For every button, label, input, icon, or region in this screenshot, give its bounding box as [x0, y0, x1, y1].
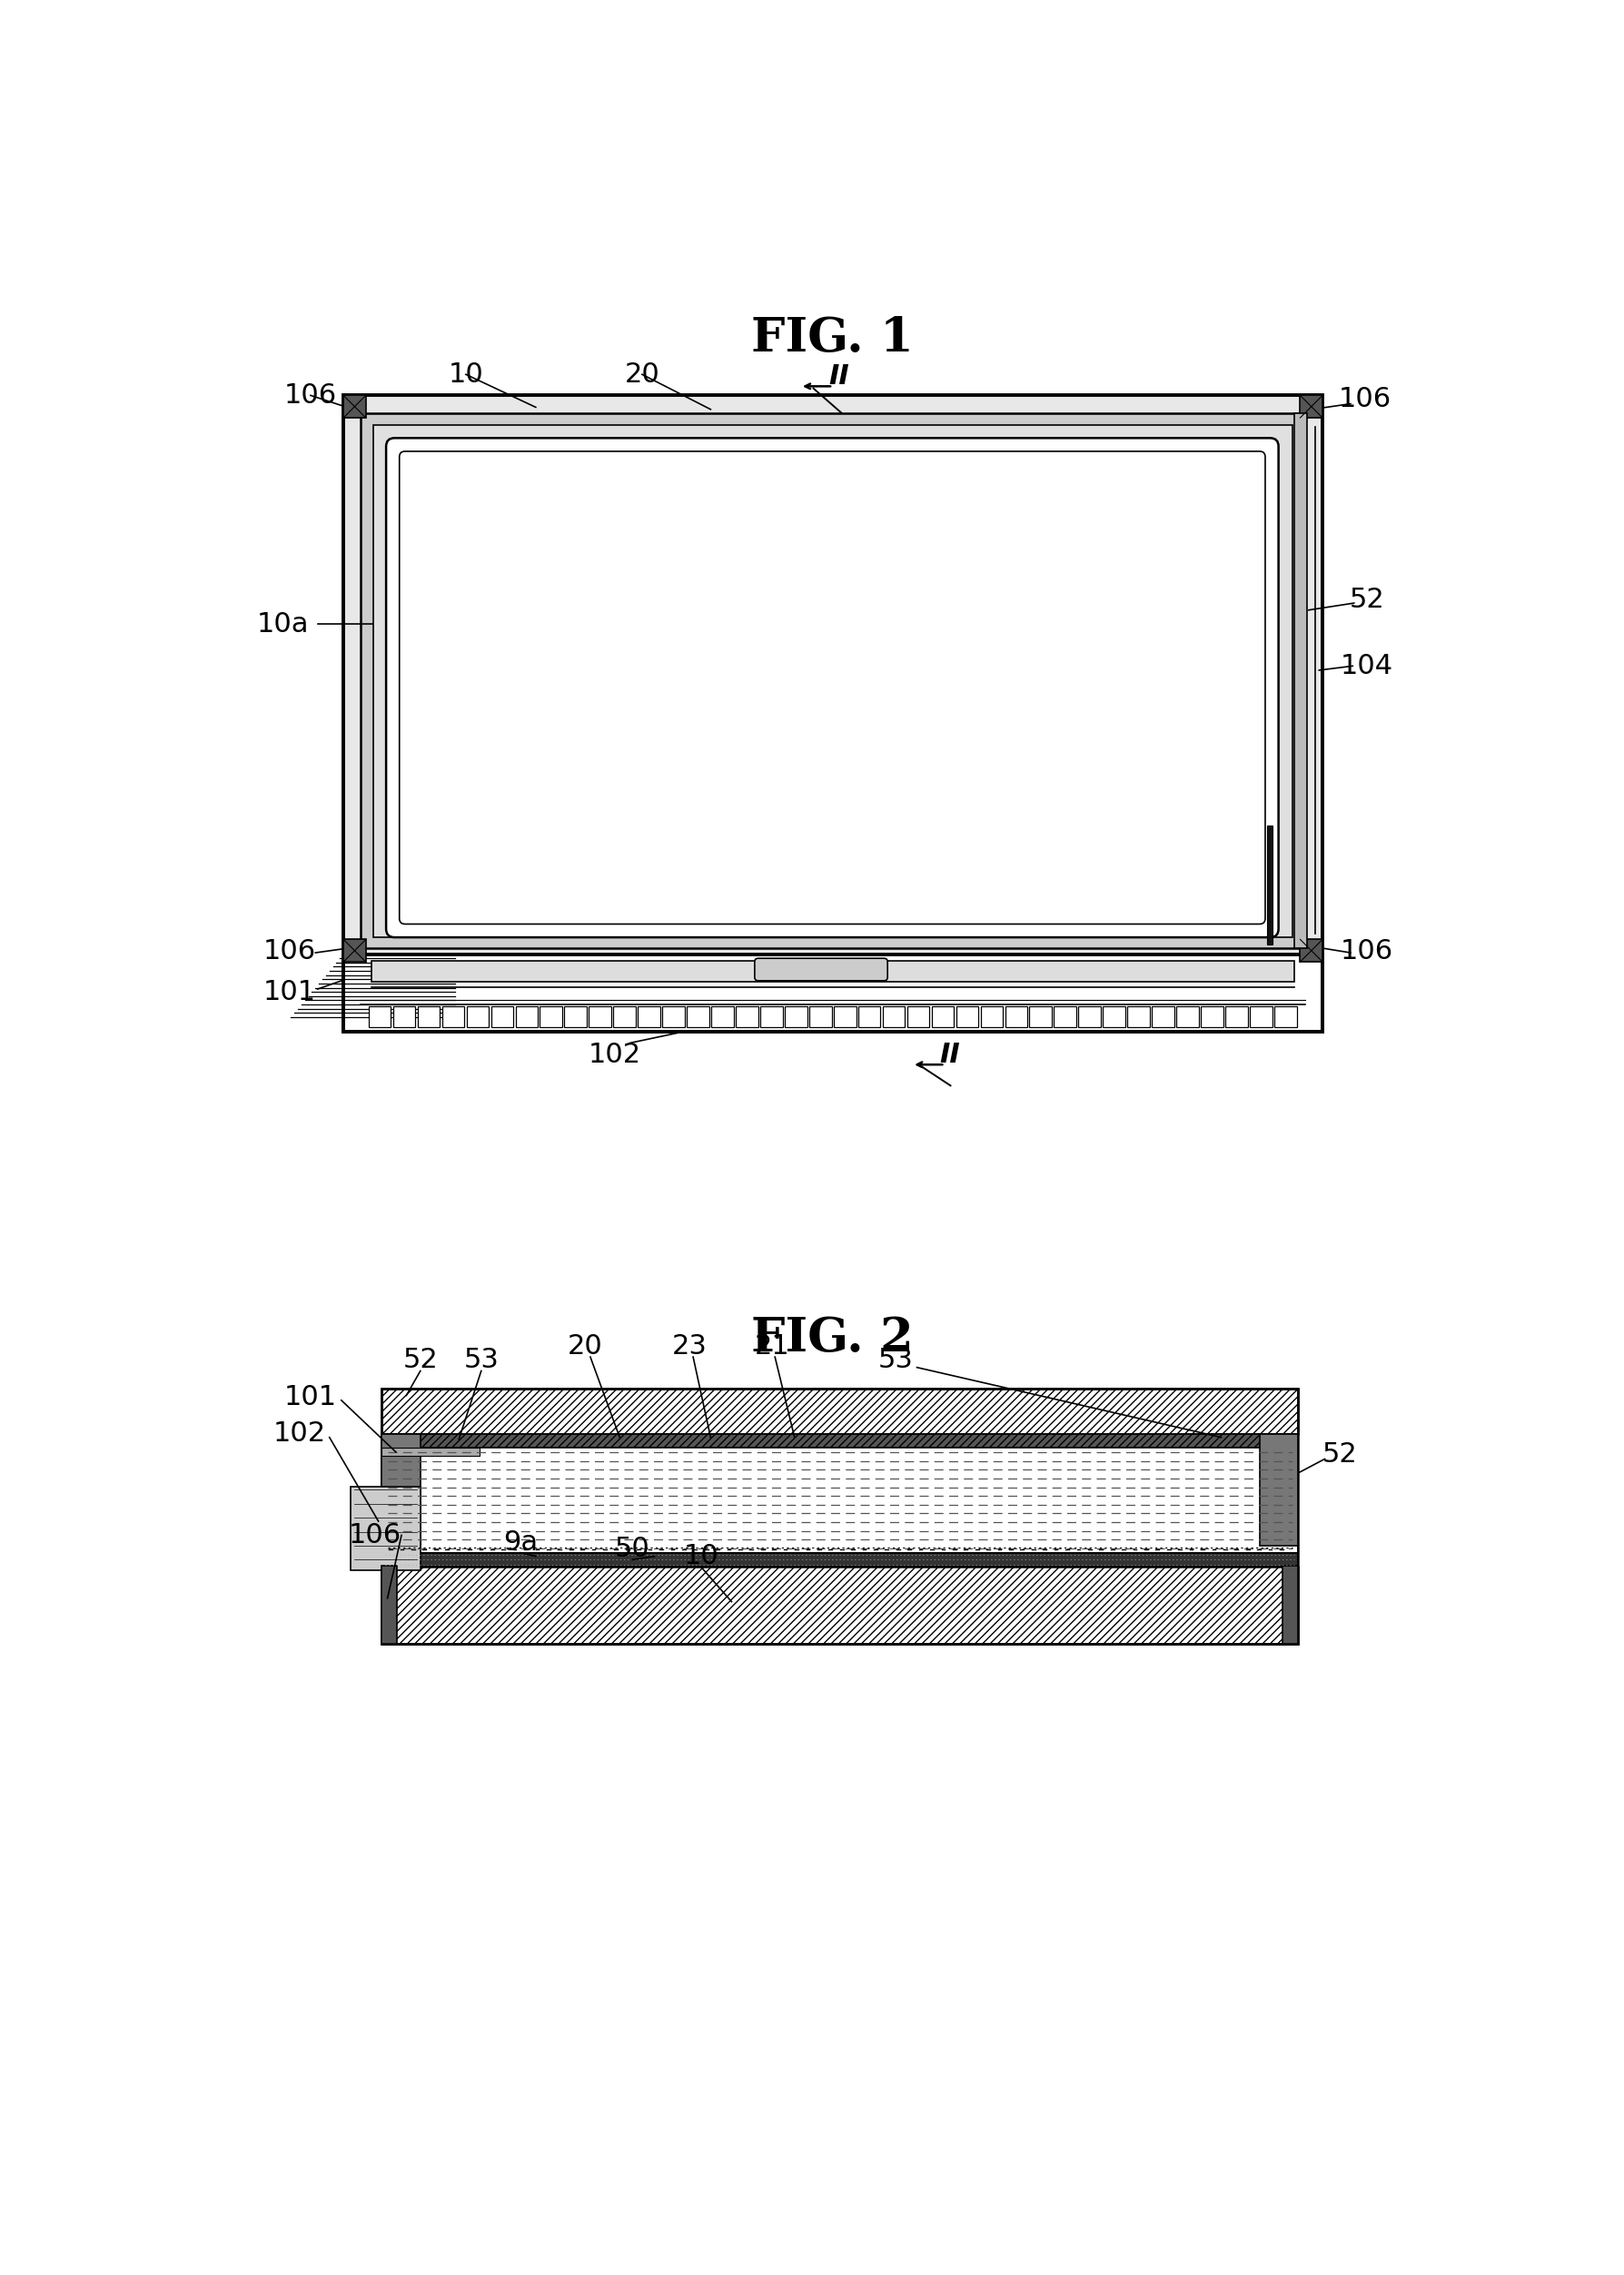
Text: 104: 104	[1340, 653, 1393, 680]
Bar	[1200, 1006, 1223, 1026]
Bar	[687, 1006, 710, 1026]
Bar	[372, 960, 1294, 981]
Text: FIG. 2: FIG. 2	[752, 1315, 913, 1360]
Text: 10: 10	[448, 362, 484, 387]
Text: 21: 21	[755, 1333, 789, 1360]
Bar	[1301, 396, 1322, 419]
Bar	[382, 1447, 479, 1456]
Text: 23: 23	[672, 1333, 708, 1360]
Text: 106: 106	[1340, 937, 1393, 965]
Bar	[1250, 1006, 1272, 1026]
Bar	[957, 1006, 979, 1026]
Bar	[590, 1006, 611, 1026]
Bar	[932, 1006, 953, 1026]
Bar	[442, 1006, 464, 1026]
Bar	[1103, 1006, 1125, 1026]
Bar	[809, 1006, 831, 1026]
Bar	[760, 1006, 783, 1026]
Bar	[343, 396, 1322, 1033]
Bar	[638, 1006, 661, 1026]
Polygon shape	[382, 1433, 421, 1545]
Text: 52: 52	[1322, 1442, 1358, 1467]
Bar	[1030, 1006, 1052, 1026]
FancyBboxPatch shape	[387, 439, 1278, 937]
Polygon shape	[382, 1388, 1298, 1433]
Text: 102: 102	[273, 1420, 326, 1447]
Text: 10a: 10a	[257, 612, 309, 637]
Bar	[539, 1006, 562, 1026]
Text: 101: 101	[284, 1383, 336, 1410]
Bar	[1078, 1006, 1101, 1026]
Bar	[1127, 1006, 1150, 1026]
Text: 52: 52	[403, 1347, 438, 1374]
Bar	[1301, 940, 1322, 962]
Bar	[1176, 1006, 1199, 1026]
FancyBboxPatch shape	[755, 958, 888, 981]
Bar	[883, 1006, 905, 1026]
Text: 106: 106	[349, 1522, 401, 1549]
Polygon shape	[382, 1447, 1298, 1554]
Bar	[351, 1486, 421, 1570]
Bar	[343, 396, 365, 419]
Bar	[1005, 1006, 1028, 1026]
Text: 20: 20	[625, 362, 659, 387]
Bar	[1267, 826, 1273, 944]
Text: 52: 52	[1350, 587, 1384, 614]
Text: II: II	[828, 364, 849, 389]
Bar	[857, 1006, 880, 1026]
Bar	[1283, 1565, 1298, 1643]
Bar	[1226, 1006, 1247, 1026]
Bar	[565, 1006, 586, 1026]
Bar	[393, 1006, 416, 1026]
Bar	[361, 412, 1306, 949]
Bar	[343, 940, 365, 962]
Bar	[614, 1006, 635, 1026]
Bar	[515, 1006, 538, 1026]
Bar	[784, 1006, 807, 1026]
Bar	[1294, 412, 1307, 949]
Bar	[1275, 1006, 1296, 1026]
Bar	[736, 1006, 758, 1026]
Text: 53: 53	[778, 735, 814, 762]
Bar	[490, 1006, 513, 1026]
Text: 106: 106	[284, 382, 336, 410]
Text: 10: 10	[684, 1542, 718, 1570]
Text: 106: 106	[1338, 387, 1390, 412]
Text: 9a: 9a	[503, 1529, 538, 1556]
Bar	[981, 1006, 1004, 1026]
Bar	[711, 1006, 734, 1026]
Text: FIG. 1: FIG. 1	[752, 314, 913, 362]
Bar	[417, 1006, 440, 1026]
Text: 101: 101	[263, 978, 317, 1006]
Polygon shape	[382, 1433, 1298, 1447]
Bar	[374, 425, 1293, 937]
Bar	[1054, 1006, 1077, 1026]
Bar	[908, 1006, 929, 1026]
Bar	[833, 1006, 856, 1026]
Text: 50: 50	[614, 1536, 650, 1563]
Polygon shape	[1260, 1433, 1298, 1545]
Text: 53: 53	[879, 1347, 914, 1374]
Bar	[663, 1006, 685, 1026]
Text: II: II	[939, 1042, 960, 1067]
Text: 20: 20	[567, 1333, 603, 1360]
Bar	[466, 1006, 489, 1026]
Polygon shape	[382, 1554, 1298, 1567]
Text: 102: 102	[588, 1042, 641, 1067]
Text: 53: 53	[463, 1347, 499, 1374]
Bar	[382, 1565, 398, 1643]
Text: 106: 106	[263, 937, 317, 965]
Bar	[343, 955, 1322, 1033]
Bar	[1151, 1006, 1174, 1026]
Bar	[369, 1006, 391, 1026]
Polygon shape	[382, 1567, 1298, 1643]
